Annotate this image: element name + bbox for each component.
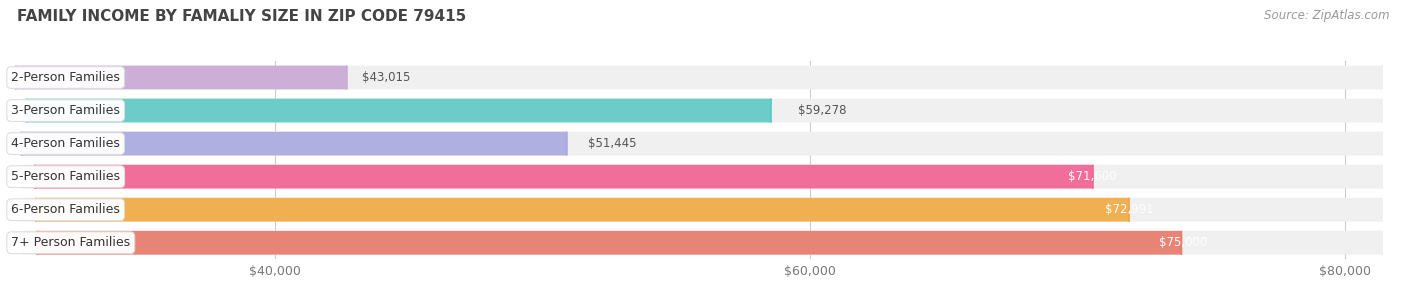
Text: 2-Person Families: 2-Person Families [11,71,120,84]
Text: $59,278: $59,278 [797,104,846,117]
FancyBboxPatch shape [24,99,1382,122]
Text: FAMILY INCOME BY FAMALIY SIZE IN ZIP CODE 79415: FAMILY INCOME BY FAMALIY SIZE IN ZIP COD… [17,9,467,24]
Text: $71,600: $71,600 [1069,170,1116,183]
Text: Source: ZipAtlas.com: Source: ZipAtlas.com [1264,9,1389,22]
FancyBboxPatch shape [24,198,1382,221]
Text: $51,445: $51,445 [588,137,637,150]
Text: $72,991: $72,991 [1105,203,1154,216]
FancyBboxPatch shape [24,165,1382,188]
Text: 5-Person Families: 5-Person Families [11,170,120,183]
FancyBboxPatch shape [24,132,1382,156]
FancyBboxPatch shape [37,231,1181,255]
Text: $75,000: $75,000 [1159,236,1208,249]
FancyBboxPatch shape [21,132,567,156]
FancyBboxPatch shape [35,198,1129,221]
FancyBboxPatch shape [15,66,347,89]
Text: 3-Person Families: 3-Person Families [11,104,120,117]
FancyBboxPatch shape [27,99,770,122]
FancyBboxPatch shape [35,165,1092,188]
Text: 4-Person Families: 4-Person Families [11,137,120,150]
FancyBboxPatch shape [24,66,1382,89]
Text: $43,015: $43,015 [363,71,411,84]
Text: 7+ Person Families: 7+ Person Families [11,236,131,249]
FancyBboxPatch shape [24,231,1382,255]
Text: 6-Person Families: 6-Person Families [11,203,120,216]
